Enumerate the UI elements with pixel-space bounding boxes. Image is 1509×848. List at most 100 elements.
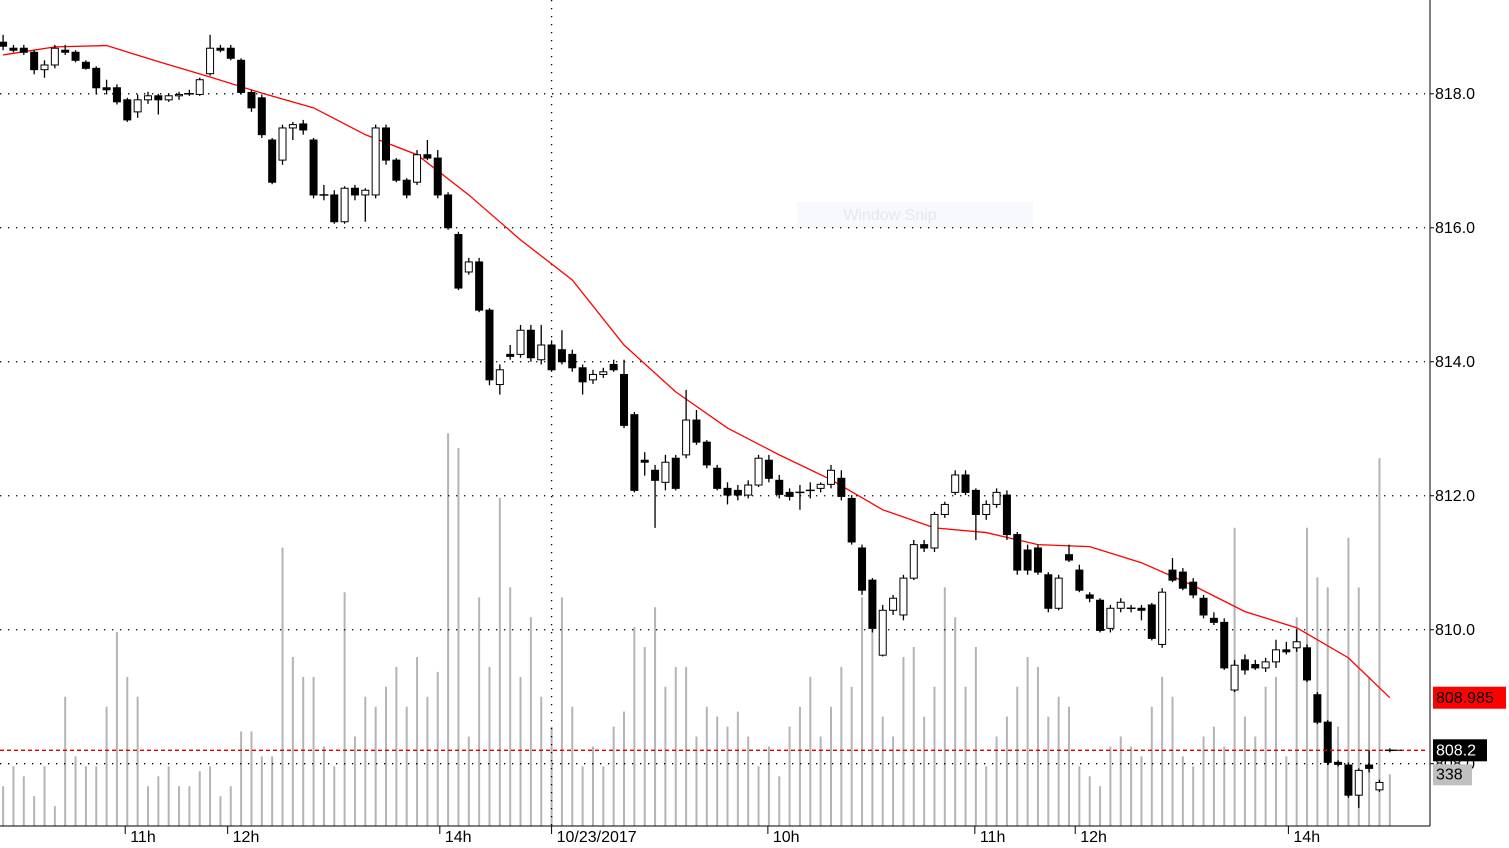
watermark-box	[797, 202, 1033, 228]
candle-body	[516, 329, 525, 355]
candle-body	[713, 467, 722, 489]
candle-body	[444, 194, 453, 229]
candle-body	[930, 513, 939, 549]
candle-body	[609, 363, 618, 371]
candle-body	[485, 309, 494, 381]
candle-body	[495, 369, 504, 386]
candle-body	[982, 503, 991, 515]
candle-body	[1199, 597, 1208, 616]
candle-body	[620, 373, 629, 426]
candle-body	[1085, 594, 1094, 599]
candle-body	[1178, 571, 1187, 589]
candle-body	[899, 577, 908, 616]
candle-body	[1240, 659, 1249, 671]
candle-body	[19, 47, 28, 53]
candle-body	[102, 87, 111, 91]
watermark: Window Snip	[843, 207, 936, 224]
candle-body	[330, 194, 339, 223]
candle-body	[392, 159, 401, 181]
candle-body	[1137, 607, 1146, 611]
candle-body	[568, 353, 577, 369]
candle-body	[682, 419, 691, 456]
candle-body	[1365, 764, 1374, 769]
candle-body	[702, 441, 711, 466]
candle-body	[506, 353, 515, 357]
candle-body	[71, 51, 80, 61]
candle-body	[1044, 574, 1053, 609]
candle-body	[764, 459, 773, 479]
candle-body	[154, 95, 163, 101]
candle-body	[247, 91, 256, 109]
candle-body	[889, 597, 898, 611]
y-tick-label: 810.0	[1435, 622, 1475, 639]
candle-body	[81, 61, 90, 69]
candle-body	[920, 544, 929, 549]
candle-body	[371, 127, 380, 196]
candle-body	[1033, 547, 1042, 573]
candle-body	[206, 47, 215, 75]
candle-body	[588, 373, 597, 381]
ma-label-box	[1433, 686, 1506, 709]
candle-body	[837, 477, 846, 497]
candle-body	[1313, 694, 1322, 723]
candle-body	[1230, 664, 1239, 691]
candle-body	[112, 87, 121, 103]
candle-body	[299, 123, 308, 131]
candle-body	[775, 479, 784, 495]
candle-body	[382, 127, 391, 161]
candle-body	[433, 157, 442, 196]
candle-body	[123, 99, 132, 121]
candle-body	[0, 41, 8, 47]
x-tick-label: 11h	[980, 829, 1006, 846]
candle-body	[1013, 534, 1022, 571]
candle-body	[30, 51, 39, 71]
price-label: 808.2	[1436, 743, 1476, 760]
candle-body	[340, 187, 349, 223]
candle-body	[1096, 599, 1105, 631]
x-tick-label: 14h	[445, 829, 472, 846]
candle-body	[464, 261, 473, 273]
candle-body	[940, 503, 949, 515]
candle-body	[226, 47, 235, 59]
candle-body	[1189, 581, 1198, 596]
candle-body	[237, 59, 246, 93]
candle-body	[1209, 617, 1218, 623]
candle-body	[816, 483, 825, 489]
candle-body	[1292, 641, 1301, 649]
x-tick-label: 12h	[233, 829, 260, 846]
candle-body	[599, 371, 608, 375]
ma-label: 808.985	[1436, 690, 1494, 707]
candle-body	[288, 124, 297, 129]
candle-body	[195, 79, 204, 95]
candle-body	[1251, 664, 1260, 669]
candle-body	[733, 489, 742, 496]
candle-body	[1065, 554, 1074, 561]
candle-body	[858, 547, 867, 591]
candle-body	[175, 93, 184, 97]
candle-body	[909, 544, 918, 579]
candle-body	[1147, 604, 1156, 639]
candle-body	[423, 154, 432, 159]
candle-body	[309, 139, 318, 196]
candle-body	[744, 484, 753, 496]
candle-body	[847, 497, 856, 543]
candle-body	[278, 127, 287, 161]
candle-body	[961, 474, 970, 493]
candle-body	[1002, 494, 1011, 536]
candle-body	[40, 64, 49, 71]
x-tick-label: 10h	[773, 829, 800, 846]
candle-body	[133, 99, 142, 113]
candle-body	[216, 47, 225, 51]
candle-body	[992, 491, 1001, 505]
candle-body	[1106, 607, 1115, 629]
candle-body	[92, 67, 101, 89]
candle-body	[526, 329, 535, 359]
candle-body	[951, 474, 960, 493]
candle-body	[640, 459, 649, 463]
price-label-box	[1433, 739, 1487, 762]
candle-body	[723, 487, 732, 496]
candle-body	[651, 469, 660, 481]
candle-body	[413, 154, 422, 183]
